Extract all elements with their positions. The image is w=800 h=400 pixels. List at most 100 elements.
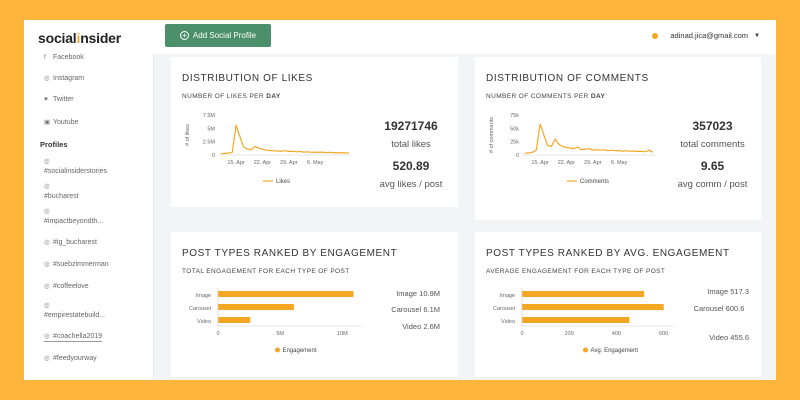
plus-icon: + — [179, 31, 189, 40]
card-title: Distribution of likes — [182, 73, 313, 84]
legend-label: Avg. Engagement — [591, 348, 639, 354]
user-menu[interactable]: adinad.jica@gmail.com ▼ — [652, 31, 760, 40]
sidebar-profile-7[interactable]: ◎ #coachella2019 — [44, 332, 103, 342]
instagram-icon: ◎ — [44, 158, 50, 165]
sidebar-profile-5[interactable]: ◎ #coffeelove — [44, 282, 89, 290]
sidebar-profile-1[interactable]: ◎ #bucharest — [44, 182, 79, 202]
y-tick-label: 50k — [510, 126, 519, 132]
engagement-ranking-card: Post types ranked by engagement Total en… — [171, 232, 458, 377]
engagement-stat-carousel: Carousel 6.1M — [391, 305, 440, 314]
sidebar-item-label: #feedyourway — [53, 355, 97, 362]
category-label: Image — [500, 293, 515, 299]
sidebar-item-twitter[interactable]: ♥ Twitter — [44, 96, 74, 103]
comments-line-chart[interactable]: 0 25k 50k 75k # of comments 15. Apr 22. Apr 29.… — [485, 109, 665, 199]
youtube-icon: ▣ — [44, 119, 51, 126]
avg-engagement-stat-carousel: Carousel 600.6 — [693, 304, 745, 313]
y-tick-label: 7.5M — [203, 113, 216, 119]
series-line-comments — [524, 123, 654, 154]
sidebar-item-label: Twitter — [53, 96, 74, 103]
legend-swatch — [275, 347, 280, 353]
instagram-icon: ◎ — [44, 333, 50, 340]
category-label: Carousel — [493, 306, 515, 312]
y-tick-label: 0 — [212, 153, 215, 159]
series-line-likes — [220, 124, 350, 155]
y-tick-label: 75k — [510, 113, 519, 119]
avg-comments-label: avg comm / post — [677, 179, 748, 190]
category-label: Carousel — [189, 306, 211, 312]
category-label: Video — [197, 319, 211, 325]
x-tick-label: 22. Apr — [254, 160, 272, 166]
card-subtitle: Number of likes per day — [182, 93, 281, 100]
card-subtitle: Total engagement for each type of post — [182, 268, 350, 275]
x-tick-label: 0 — [216, 331, 219, 337]
sidebar-item-instagram[interactable]: ◎ Instagram — [44, 74, 84, 82]
x-tick-label: 400 — [612, 331, 621, 337]
bar-image — [218, 291, 354, 297]
total-likes-label: total likes — [391, 139, 431, 150]
sidebar-item-label: #impactbeyondth... — [44, 218, 104, 225]
bar-image — [522, 291, 645, 297]
logo-text-mark: i — [76, 30, 81, 46]
x-tick-label: 5M — [276, 331, 284, 337]
sidebar-item-label: #suebzimmerman — [53, 261, 109, 268]
x-tick-label: 29. Apr — [584, 160, 602, 166]
sidebar-item-label: #socialinsiderstories — [44, 168, 108, 175]
card-subtitle-bold: day — [266, 93, 281, 100]
legend-label: Likes — [276, 179, 290, 185]
y-axis-label: # of comments — [489, 117, 495, 153]
add-social-profile-button[interactable]: + Add Social Profile — [165, 24, 271, 47]
add-social-profile-label: Add Social Profile — [192, 31, 257, 40]
x-tick-label: 15. Apr — [227, 160, 245, 166]
avg-comments-value: 9.65 — [700, 159, 725, 173]
category-label: Image — [196, 293, 211, 299]
sidebar-profile-2[interactable]: ◎ #impactbeyondth... — [44, 207, 103, 227]
avg-likes-value: 520.89 — [392, 159, 430, 173]
card-title: Distribution of comments — [486, 73, 649, 84]
x-tick-label: 600 — [659, 331, 668, 337]
engagement-bar-chart[interactable]: Image Carousel Video 0 5M 10M Engagement — [181, 286, 371, 366]
sidebar-item-label: #coachella2019 — [53, 333, 103, 340]
instagram-icon: ◎ — [44, 75, 50, 82]
sidebar-item-youtube[interactable]: ▣ Youtube — [44, 118, 78, 126]
logo[interactable]: socialinsider — [38, 30, 121, 46]
sidebar-item-label: #coffeelove — [53, 283, 89, 290]
instagram-icon: ◎ — [44, 283, 50, 290]
card-subtitle: Number of comments per day — [486, 93, 605, 100]
card-title: Post types ranked by engagement — [182, 248, 398, 259]
twitter-icon: ♥ — [44, 96, 48, 103]
sidebar-item-label: Youtube — [53, 119, 79, 126]
avg-engagement-stat-video: Video 455.6 — [709, 333, 749, 342]
instagram-icon: ◎ — [44, 183, 50, 190]
x-tick-label: 15. Apr — [531, 160, 549, 166]
sidebar-profile-4[interactable]: ◎ #suebzimmerman — [44, 260, 109, 268]
x-tick-label: 6. May — [307, 160, 324, 166]
likes-distribution-card: Distribution of likes Number of likes pe… — [171, 57, 458, 207]
x-tick-label: 10M — [337, 331, 348, 337]
sidebar-item-label: #bucharest — [44, 193, 79, 200]
bar-video — [218, 317, 251, 323]
x-tick-label: 29. Apr — [280, 160, 298, 166]
likes-line-chart[interactable]: 0 2.5M 5M 7.5M # of likes 15. Apr 22. Apr 29. A… — [181, 109, 361, 199]
top-bar: socialinsider + Add Social Profile adina… — [24, 20, 776, 54]
app-window: socialinsider + Add Social Profile adina… — [24, 20, 776, 380]
logo-text-prefix: social — [38, 30, 77, 46]
status-dot-icon — [652, 32, 659, 39]
y-tick-label: 5M — [207, 126, 215, 132]
category-label: Video — [501, 319, 515, 325]
sidebar-profile-8[interactable]: ◎ #feedyourway — [44, 354, 97, 362]
avg-engagement-stat-image: Image 517.3 — [707, 287, 749, 296]
sidebar-item-label: #empirestatebuild... — [44, 312, 106, 319]
logo-text-suffix: nsider — [80, 30, 122, 46]
total-likes-value: 19271746 — [384, 119, 438, 133]
facebook-icon: f — [44, 54, 46, 61]
profiles-heading: Profiles — [40, 140, 68, 149]
legend-swatch — [583, 347, 588, 353]
sidebar-profile-0[interactable]: ◎ #socialinsiderstories — [44, 157, 107, 177]
engagement-stat-video: Video 2.6M — [402, 322, 440, 331]
sidebar-profile-3[interactable]: ◎ #ig_bucharest — [44, 238, 97, 246]
instagram-icon: ◎ — [44, 208, 50, 215]
x-tick-label: 200 — [565, 331, 574, 337]
sidebar-profile-6[interactable]: ◎ #empirestatebuild... — [44, 301, 105, 321]
avg-engagement-bar-chart[interactable]: Image Carousel Video 0 200 400 600 Avg. Engagem… — [485, 286, 685, 366]
sidebar-item-facebook[interactable]: f Facebook — [44, 54, 84, 61]
